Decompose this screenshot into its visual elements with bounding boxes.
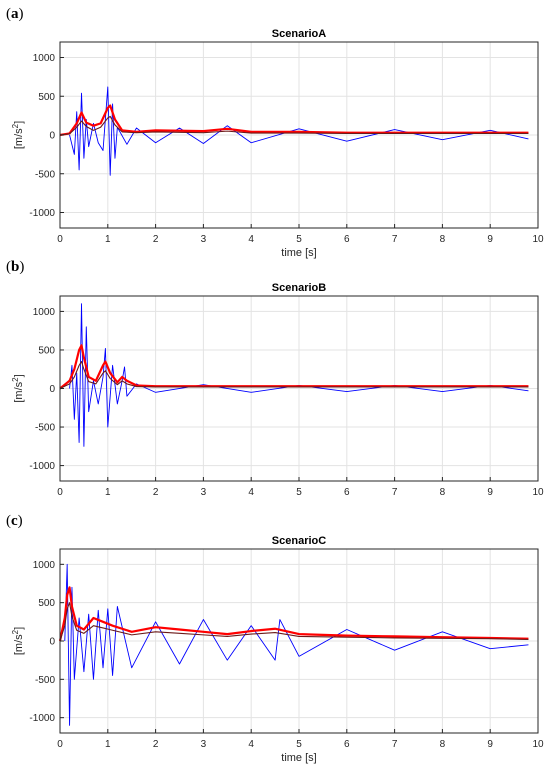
x-tick-label: 5 <box>296 234 302 245</box>
panel-label-c: (c) <box>6 513 23 529</box>
series-line <box>59 115 529 136</box>
x-tick-label: 1 <box>105 739 111 750</box>
y-tick-label: -1000 <box>29 461 55 472</box>
x-tick-label: 2 <box>153 487 159 498</box>
x-tick-label: 3 <box>201 739 207 750</box>
x-tick-label: 9 <box>487 234 493 245</box>
chart-title: ScenarioC <box>272 535 326 547</box>
y-tick-label: -1000 <box>29 713 55 724</box>
chart-title: ScenarioA <box>272 28 326 40</box>
panel-label-b: (b) <box>6 259 25 275</box>
y-tick-label: 500 <box>38 92 55 103</box>
x-tick-label: 0 <box>57 487 63 498</box>
series-line <box>59 344 529 390</box>
x-tick-label: 10 <box>532 487 544 498</box>
y-axis-label: [m/s2] <box>11 374 25 402</box>
x-tick-label: 10 <box>532 234 544 245</box>
x-tick-label: 2 <box>153 234 159 245</box>
y-tick-label: 0 <box>49 637 55 648</box>
y-tick-label: 1000 <box>33 560 56 571</box>
x-tick-label: 1 <box>105 234 111 245</box>
y-tick-label: 0 <box>49 131 55 142</box>
x-tick-label: 4 <box>248 487 254 498</box>
y-tick-label: 500 <box>38 598 55 609</box>
x-tick-label: 7 <box>392 234 398 245</box>
series-line <box>64 563 529 726</box>
x-tick-label: 3 <box>201 487 207 498</box>
y-tick-label: 0 <box>49 384 55 395</box>
y-tick-label: 500 <box>38 345 55 356</box>
x-tick-label: 2 <box>153 739 159 750</box>
x-tick-label: 9 <box>487 487 493 498</box>
x-tick-label: 5 <box>296 487 302 498</box>
panel-label-a: (a) <box>6 6 24 22</box>
chart-panel: 0 1 2 3 4 5 6 7 8 9 10 -1000 -500 0 500 1000 ScenarioA ti… <box>11 28 544 259</box>
series-line <box>59 602 529 642</box>
x-tick-label: 7 <box>392 487 398 498</box>
series-line <box>59 360 529 389</box>
y-tick-label: -500 <box>35 169 55 180</box>
chart-panel: 0 1 2 3 4 5 6 7 8 9 10 -1000 -500 0 500 1000 ScenarioC ti… <box>11 535 544 764</box>
x-tick-label: 3 <box>201 234 207 245</box>
y-axis-label: [m/s2] <box>11 121 25 149</box>
series-line <box>59 104 529 137</box>
y-tick-label: -500 <box>35 423 55 434</box>
x-axis-label: time [s] <box>281 752 316 764</box>
chart-panel: 0 1 2 3 4 5 6 7 8 9 10 -1000 -500 0 500 1000 ScenarioB [m… <box>11 282 544 498</box>
x-tick-label: 1 <box>105 487 111 498</box>
x-axis-label: time [s] <box>281 247 316 259</box>
x-tick-label: 6 <box>344 739 350 750</box>
x-tick-label: 5 <box>296 739 302 750</box>
x-tick-label: 8 <box>440 234 446 245</box>
x-tick-label: 4 <box>248 739 254 750</box>
x-tick-label: 4 <box>248 234 254 245</box>
y-tick-label: 1000 <box>33 307 56 318</box>
y-tick-label: -500 <box>35 675 55 686</box>
x-tick-label: 10 <box>532 739 544 750</box>
y-tick-label: -1000 <box>29 208 55 219</box>
x-tick-label: 7 <box>392 739 398 750</box>
x-tick-label: 8 <box>440 739 446 750</box>
x-tick-label: 0 <box>57 234 63 245</box>
y-axis-label: [m/s2] <box>11 627 25 655</box>
chart-title: ScenarioB <box>272 282 326 294</box>
plots: 0 1 2 3 4 5 6 7 8 9 10-1000-50005001000ScenarioAti… <box>11 28 544 764</box>
x-tick-label: 0 <box>57 739 63 750</box>
series-line <box>58 586 529 642</box>
x-tick-label: 6 <box>344 234 350 245</box>
x-tick-label: 8 <box>440 487 446 498</box>
x-tick-label: 9 <box>487 739 493 750</box>
x-tick-label: 6 <box>344 487 350 498</box>
y-tick-label: 1000 <box>33 53 56 64</box>
